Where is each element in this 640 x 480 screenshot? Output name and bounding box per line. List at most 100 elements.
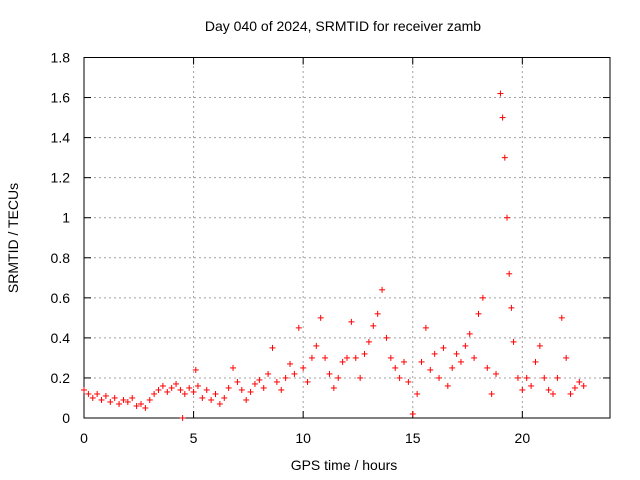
y-axis-label: SRMTID / TECUs <box>5 183 21 293</box>
data-point <box>260 384 267 391</box>
data-point <box>247 388 254 395</box>
x-tick-label: 5 <box>190 430 198 446</box>
data-point <box>124 398 131 405</box>
data-point <box>94 390 101 397</box>
data-point <box>265 370 272 377</box>
data-point <box>453 350 460 357</box>
data-point <box>243 396 250 403</box>
data-point <box>256 376 263 383</box>
data-point <box>396 374 403 381</box>
data-point <box>361 350 368 357</box>
data-point <box>304 378 311 385</box>
data-point <box>497 90 504 97</box>
data-point <box>374 310 381 317</box>
data-point <box>164 388 171 395</box>
data-point <box>326 370 333 377</box>
y-tick-label: 0.8 <box>51 250 71 266</box>
data-point <box>238 386 245 393</box>
data-point <box>168 384 175 391</box>
data-point <box>567 390 574 397</box>
axis-tick-labels: 0 5 10 15 20 0 0.2 0.4 0.6 0.8 1 1.2 1.4 1.6 1.8 <box>51 50 531 447</box>
data-point <box>563 354 570 361</box>
data-point <box>379 286 386 293</box>
data-point <box>159 382 166 389</box>
data-point <box>392 364 399 371</box>
y-tick-label: 0.2 <box>51 370 71 386</box>
data-point <box>501 154 508 161</box>
y-tick-label: 0.4 <box>51 330 71 346</box>
data-point <box>181 390 188 397</box>
data-point <box>457 358 464 365</box>
data-point <box>462 342 469 349</box>
data-point <box>179 415 186 421</box>
data-point <box>493 370 500 377</box>
data-point <box>444 382 451 389</box>
grid-lines <box>84 57 610 418</box>
x-tick-label: 10 <box>295 430 311 446</box>
data-point <box>234 378 241 385</box>
data-point <box>528 382 535 389</box>
y-tick-label: 0.6 <box>51 290 71 306</box>
data-point <box>221 394 228 401</box>
data-point <box>449 364 456 371</box>
data-point <box>471 354 478 361</box>
y-tick-label: 1.6 <box>51 90 71 106</box>
y-tick-label: 1.2 <box>51 170 71 186</box>
plot-area-frame <box>83 57 611 419</box>
data-point <box>541 374 548 381</box>
data-point <box>414 390 421 397</box>
data-point <box>102 392 109 399</box>
data-point <box>142 404 149 411</box>
data-point <box>278 386 285 393</box>
x-axis-label: GPS time / hours <box>291 457 398 473</box>
data-point <box>116 400 123 407</box>
data-point <box>418 358 425 365</box>
data-points <box>81 90 587 421</box>
data-point <box>484 364 491 371</box>
data-point <box>503 214 510 221</box>
data-point <box>554 374 561 381</box>
data-point <box>225 384 232 391</box>
data-point <box>571 384 578 391</box>
data-point <box>300 364 307 371</box>
data-point <box>291 370 298 377</box>
data-point <box>89 394 96 401</box>
x-tick-label: 0 <box>80 430 88 446</box>
data-point <box>186 384 193 391</box>
data-point <box>190 388 197 395</box>
data-point <box>545 386 552 393</box>
data-point <box>576 378 583 385</box>
data-point <box>550 390 557 397</box>
data-point <box>212 390 219 397</box>
data-point <box>120 396 127 403</box>
data-point <box>177 386 184 393</box>
data-point <box>580 382 587 389</box>
data-point <box>317 314 324 321</box>
data-point <box>510 338 517 345</box>
data-point <box>137 400 144 407</box>
data-point <box>400 358 407 365</box>
data-point <box>344 354 350 361</box>
data-point <box>151 390 158 397</box>
chart-title: Day 040 of 2024, SRMTID for receiver zam… <box>205 18 481 34</box>
data-point <box>230 364 237 371</box>
data-point <box>436 374 443 381</box>
data-point <box>251 380 258 387</box>
data-point <box>273 378 280 385</box>
data-point <box>81 386 87 393</box>
data-point <box>194 382 201 389</box>
data-point <box>199 394 206 401</box>
data-point <box>499 114 506 121</box>
x-tick-label: 15 <box>405 430 421 446</box>
y-tick-label: 1.8 <box>51 50 71 66</box>
data-point <box>488 390 495 397</box>
data-point <box>129 394 136 401</box>
data-point <box>282 374 289 381</box>
data-point <box>523 374 530 381</box>
data-point <box>269 344 276 351</box>
data-point <box>192 366 199 373</box>
y-tick-label: 1 <box>62 210 70 226</box>
data-point <box>216 400 223 407</box>
data-point <box>111 394 118 401</box>
data-point <box>352 354 359 361</box>
